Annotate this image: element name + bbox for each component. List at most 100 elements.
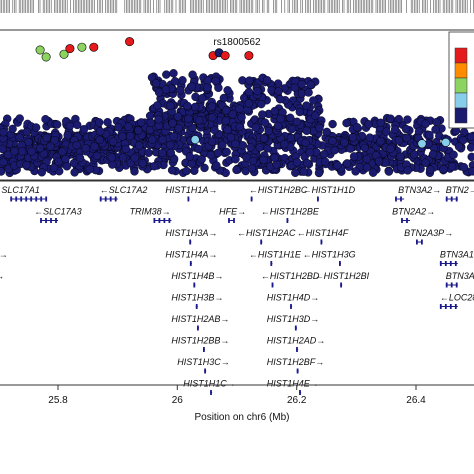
- gene-label: ←LOC28: [440, 293, 474, 303]
- gene-exon: [395, 196, 397, 202]
- snp-point: [108, 160, 117, 169]
- snp-point: [253, 86, 262, 96]
- gene-label: ←SLC17A2: [100, 185, 148, 195]
- gene-exon: [299, 390, 301, 395]
- snp-point: [346, 144, 355, 153]
- snp-point: [262, 75, 272, 85]
- ld-legend-swatch: [454, 107, 468, 124]
- snp-point: [0, 144, 7, 154]
- snp-point: [58, 147, 67, 157]
- snp-point: [449, 150, 458, 160]
- gene-exon: [153, 218, 156, 223]
- gene-exon: [400, 196, 402, 202]
- snp-point: [223, 125, 232, 134]
- gene-hist1h3b: HIST1H3B→: [171, 293, 223, 309]
- gene-exon: [158, 218, 161, 223]
- snp-point: [259, 155, 268, 165]
- snp-point: [349, 152, 359, 161]
- snp-point: [147, 73, 157, 82]
- snp-point: [248, 156, 258, 166]
- gene-exon: [15, 196, 18, 202]
- snp-point: [94, 118, 104, 127]
- gene-label: HIST1H1A→: [165, 185, 217, 195]
- gene-label: HIST1H3D→: [267, 314, 320, 324]
- gene-slc17a4: SLC17A4→: [0, 271, 4, 281]
- snp-point: [167, 165, 177, 175]
- gene-exon: [450, 282, 453, 288]
- gene-btn2a3p: BTN2A3P→: [404, 228, 453, 245]
- snp-point: [410, 150, 419, 159]
- snp-point: [42, 133, 51, 143]
- snp-point: [61, 154, 70, 164]
- gene-label: ←HIST1H1E: [249, 250, 302, 260]
- snp-point: [134, 141, 144, 150]
- snp-point: [340, 138, 349, 147]
- snp-point: [81, 143, 90, 153]
- snp-point: [148, 135, 157, 144]
- snp-point: [351, 167, 360, 176]
- snp-point: [221, 106, 231, 115]
- snp-point: [173, 112, 183, 121]
- gene-exon: [50, 218, 52, 223]
- gene-exon: [455, 282, 458, 288]
- gene-slc17a3: ←SLC17A3: [34, 207, 82, 223]
- snp-point: [396, 152, 405, 161]
- snp-point: [293, 158, 302, 167]
- snp-point: [92, 151, 102, 161]
- snp-point: [118, 153, 128, 162]
- snp-point-highlight: [244, 51, 254, 61]
- snp-point: [125, 131, 135, 141]
- gene-btn3a1: BTN3A1→: [439, 250, 474, 266]
- snp-point: [280, 139, 289, 149]
- snp-point: [467, 152, 474, 162]
- snp-point: [90, 142, 99, 151]
- gene-exon: [421, 239, 423, 245]
- gene-hist1h2ac: ←HIST1H2AC: [237, 228, 296, 245]
- snp-point: [166, 140, 175, 150]
- snp-point: [311, 111, 320, 120]
- snp-point-highlight: [41, 52, 51, 62]
- snp-point: [213, 148, 223, 158]
- gene-exon: [444, 304, 447, 309]
- snp-point: [425, 130, 434, 140]
- gene-exon: [20, 196, 23, 202]
- snp-point: [162, 70, 171, 79]
- gene-exon: [320, 239, 323, 245]
- gene-label: HIST1H1C→: [183, 379, 236, 389]
- snp-point: [134, 126, 143, 135]
- snp-point: [138, 159, 147, 168]
- gene-exon: [296, 368, 299, 374]
- snp-point: [362, 154, 372, 164]
- snp-point: [314, 168, 324, 178]
- snp-point: [79, 124, 89, 134]
- snp-point: [130, 167, 139, 176]
- snp-point: [319, 150, 329, 159]
- snp-point: [360, 143, 369, 153]
- snp-point: [63, 131, 72, 140]
- snp-point: [113, 123, 123, 132]
- gene-hist1h2bb: HIST1H2BB→: [171, 336, 229, 352]
- gene-hist1h4b: HIST1H4B→: [171, 271, 223, 288]
- snp-point: [330, 145, 339, 155]
- snp-point: [52, 120, 62, 129]
- gene-exon: [455, 196, 458, 202]
- snp-point: [218, 140, 227, 150]
- snp-point-highlight: [190, 135, 200, 145]
- gene-btn2a2: BTN2A2→: [392, 207, 435, 223]
- snp-point: [212, 161, 221, 170]
- gene-hist1h4d: HIST1H4D→: [267, 293, 319, 309]
- gene-hist1h1a: HIST1H1A→: [165, 185, 217, 202]
- gene-exon: [270, 261, 273, 266]
- snp-point: [124, 122, 133, 131]
- snp-point: [287, 124, 297, 134]
- snp-point: [207, 137, 217, 146]
- gene-slc17a2: ←SLC17A2: [99, 185, 148, 202]
- snp-point: [197, 155, 206, 164]
- gene-exon: [260, 239, 263, 245]
- x-tick-label: 26.4: [406, 395, 426, 406]
- gene-label: BTN3A2→: [398, 185, 441, 195]
- snp-point-highlight: [59, 49, 69, 59]
- gene-hist1h2bf: HIST1H2BF→: [267, 357, 324, 374]
- snp-point: [342, 118, 351, 128]
- snp-point-highlight: [65, 44, 75, 54]
